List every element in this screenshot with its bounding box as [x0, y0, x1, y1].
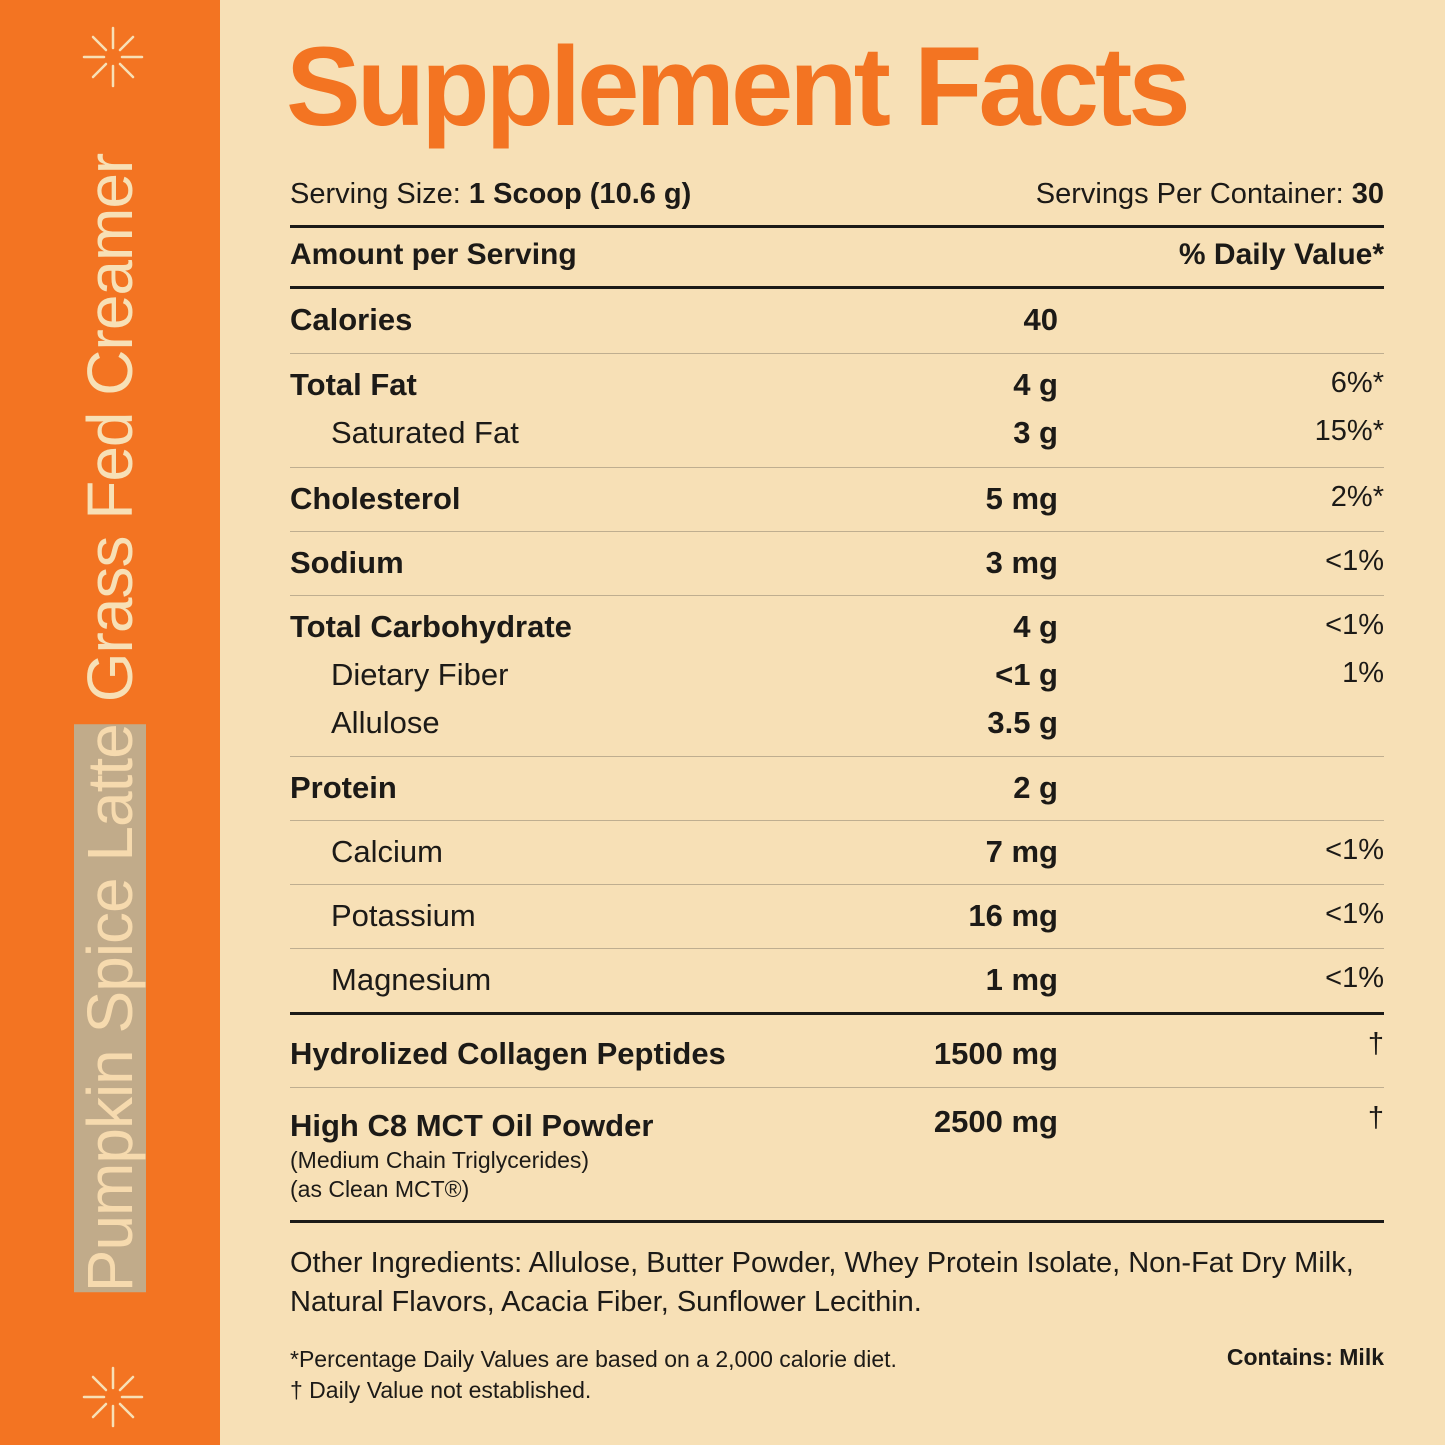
- footnote-daily-value: *Percentage Daily Values are based on a …: [290, 1346, 897, 1372]
- nutrient-amount: 4 g: [1013, 367, 1058, 402]
- nutrient-label: Calcium: [331, 834, 443, 869]
- nutrient-daily-value: 6%*: [1330, 367, 1384, 399]
- divider: [290, 286, 1384, 289]
- nutrient-label: Sodium: [290, 545, 404, 580]
- divider: [290, 531, 1384, 532]
- nutrient-daily-value: †: [1367, 1028, 1384, 1060]
- nutrient-daily-value: 2%*: [1330, 481, 1384, 513]
- daily-value-header: % Daily Value*: [1178, 238, 1384, 271]
- nutrient-amount: 1500 mg: [933, 1036, 1058, 1071]
- footnote-dagger: † Daily Value not established.: [290, 1377, 592, 1403]
- nutrient-amount: 1 mg: [985, 962, 1058, 997]
- divider: [290, 225, 1384, 228]
- nutrient-amount: 3 mg: [985, 545, 1058, 580]
- divider: [290, 595, 1384, 596]
- nutrient-label: Cholesterol: [290, 481, 461, 516]
- page-title: Supplement Facts: [286, 24, 1191, 149]
- nutrient-label: Total Carbohydrate: [290, 609, 572, 644]
- nutrient-daily-value: <1%: [1325, 609, 1384, 641]
- nutrient-daily-value: <1%: [1325, 962, 1384, 994]
- nutrient-label: Potassium: [331, 898, 476, 933]
- nutrient-label: High C8 MCT Oil Powder: [290, 1108, 654, 1143]
- allergen-statement: Contains: Milk: [1226, 1344, 1384, 1370]
- nutrient-sublabel: (as Clean MCT®): [290, 1176, 470, 1202]
- product-vertical-title: Pumpkin Spice Latte Grass Fed Creamer: [74, 154, 146, 1293]
- nutrient-label: Hydrolized Collagen Peptides: [290, 1036, 726, 1071]
- nutrient-amount: 16 mg: [968, 898, 1058, 933]
- servings-per-container: Servings Per Container: 30: [1036, 178, 1384, 211]
- nutrient-label: Saturated Fat: [331, 415, 519, 450]
- nutrient-amount: 2500 mg: [933, 1104, 1058, 1139]
- nutrient-amount: 5 mg: [985, 481, 1058, 516]
- product-name: Grass Fed Creamer: [74, 153, 146, 703]
- divider: [290, 467, 1384, 468]
- nutrient-amount: 2 g: [1013, 770, 1058, 805]
- nutrient-daily-value: †: [1367, 1102, 1384, 1134]
- other-ingredients: Other Ingredients: Allulose, Butter Powd…: [290, 1247, 1354, 1318]
- nutrient-amount: 4 g: [1013, 609, 1058, 644]
- nutrient-label: Dietary Fiber: [331, 657, 509, 692]
- nutrient-sublabel: (Medium Chain Triglycerides): [290, 1147, 590, 1173]
- nutrient-label: Total Fat: [290, 367, 417, 402]
- nutrient-daily-value: <1%: [1325, 545, 1384, 577]
- nutrient-label: Protein: [290, 770, 397, 805]
- divider: [290, 1012, 1384, 1015]
- nutrient-label: Calories: [290, 302, 413, 337]
- nutrient-daily-value: 1%: [1342, 657, 1384, 689]
- divider: [290, 756, 1384, 757]
- divider: [290, 948, 1384, 949]
- serving-size-label: Serving Size:: [290, 178, 461, 210]
- nutrient-daily-value: <1%: [1325, 834, 1384, 866]
- nutrient-daily-value: <1%: [1325, 898, 1384, 930]
- amount-header: Amount per Serving: [290, 238, 577, 271]
- serving-size-value: 1 Scoop (10.6 g): [468, 178, 692, 210]
- divider: [290, 1087, 1384, 1088]
- footnotes: *Percentage Daily Values are based on a …: [290, 1344, 897, 1406]
- nutrient-amount: 7 mg: [985, 834, 1058, 869]
- nutrient-amount: <1 g: [995, 657, 1058, 692]
- divider: [290, 1220, 1384, 1223]
- nutrient-label: Magnesium: [331, 962, 492, 997]
- nutrient-label: Allulose: [331, 705, 440, 740]
- servings-per-container-value: 30: [1351, 178, 1384, 210]
- sidebar: Pumpkin Spice Latte Grass Fed Creamer: [0, 0, 220, 1445]
- serving-size: Serving Size: 1 Scoop (10.6 g): [290, 178, 691, 211]
- nutrient-amount: 40: [1023, 302, 1058, 337]
- divider: [290, 884, 1384, 885]
- nutrient-amount: 3 g: [1013, 415, 1058, 450]
- sparkle-icon: [82, 1366, 144, 1428]
- divider: [290, 820, 1384, 821]
- nutrient-daily-value: 15%*: [1314, 415, 1384, 447]
- sparkle-icon: [82, 26, 144, 88]
- divider: [290, 353, 1384, 354]
- servings-per-container-label: Servings Per Container:: [1035, 178, 1344, 210]
- flavor-name: Pumpkin Spice Latte: [74, 724, 146, 1293]
- nutrient-amount: 3.5 g: [987, 705, 1058, 740]
